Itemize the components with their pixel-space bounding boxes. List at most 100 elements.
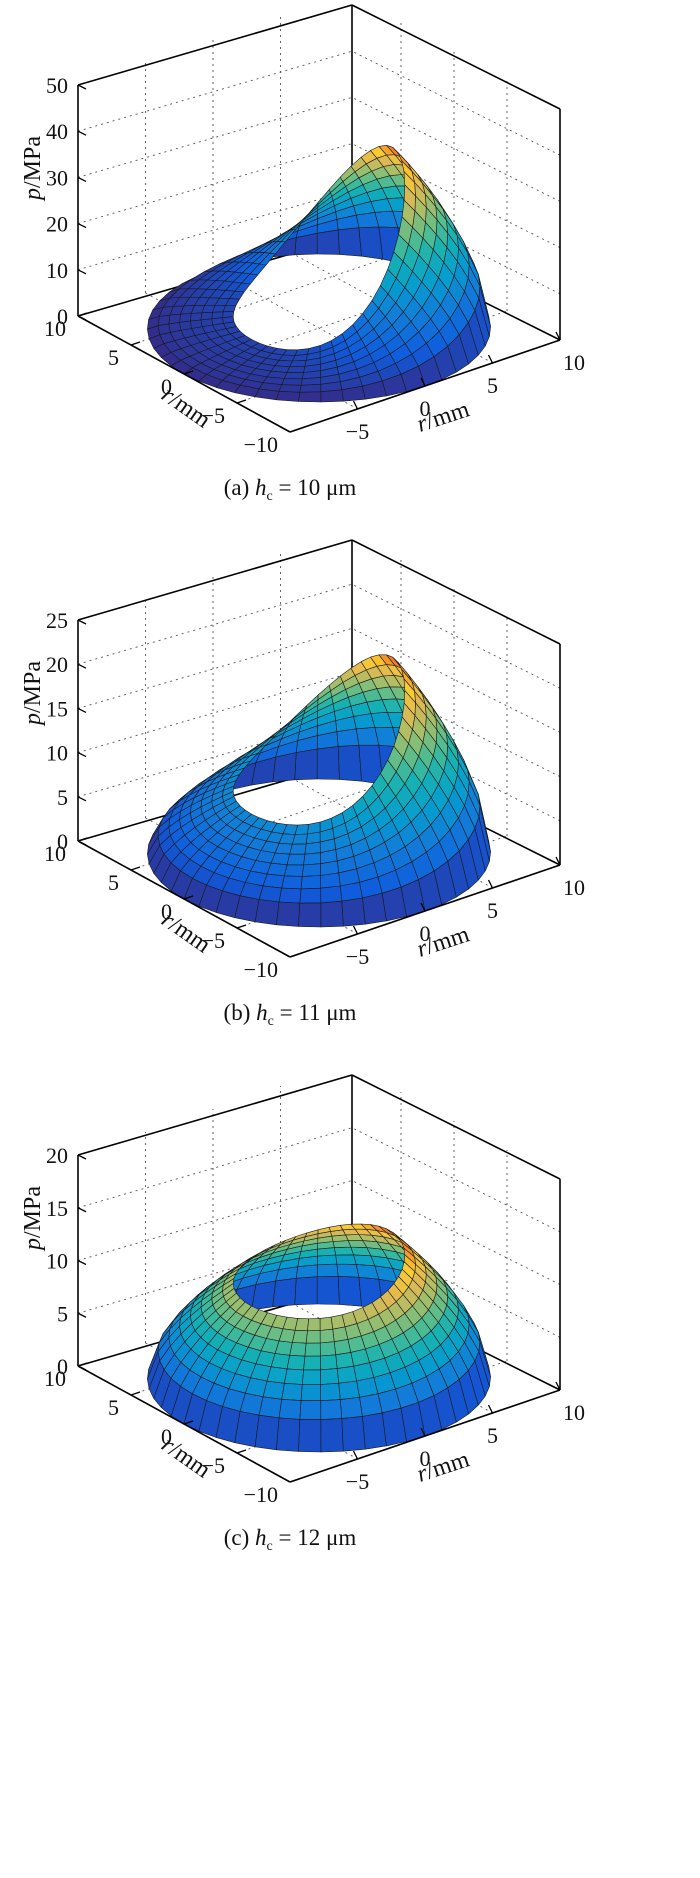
y-tick-label: 10	[44, 841, 66, 866]
x-tick	[487, 879, 494, 889]
surface-face	[286, 1355, 306, 1371]
z-tick	[77, 223, 87, 229]
surface-face	[222, 305, 237, 313]
surface-face	[307, 1318, 321, 1332]
y-tick	[236, 399, 247, 404]
z-gridline	[77, 583, 561, 689]
z-tick-label: 0	[57, 304, 68, 329]
x-tick	[352, 925, 359, 935]
surface-face	[362, 1412, 387, 1450]
surface-face	[300, 377, 322, 386]
x-tick-label: 5	[487, 1423, 498, 1448]
z-axis-label: p/MPa	[20, 136, 46, 202]
surface-face	[333, 1339, 352, 1356]
top-edge-left	[77, 539, 353, 621]
y-tick-label: −5	[202, 928, 225, 953]
surface-face	[320, 885, 343, 904]
math-rest: /MPa	[20, 661, 46, 713]
math-variable: h	[255, 1525, 267, 1550]
y-tick-label: 0	[161, 899, 172, 924]
surface-face	[305, 1330, 321, 1344]
y-tick	[289, 1478, 300, 1483]
z-axis-label: p/MPa	[20, 661, 46, 727]
math-subscript: c	[268, 1014, 274, 1029]
z-tick	[77, 796, 87, 802]
surface-face	[337, 1276, 362, 1307]
surface-face	[262, 1380, 285, 1400]
z-tick-label: 30	[46, 165, 68, 190]
y-tick-label: 5	[108, 870, 119, 895]
surface-face	[334, 1246, 354, 1256]
surface-face	[286, 853, 306, 866]
y-tick-label: 5	[108, 1395, 119, 1420]
surface-face	[300, 1384, 322, 1401]
y-tick-label: 10	[44, 1366, 66, 1391]
x-tick	[420, 377, 426, 387]
z-tick-label: 20	[46, 652, 68, 677]
surface-face	[299, 383, 322, 393]
y-tick-label: −5	[202, 403, 225, 428]
y-tick	[77, 837, 88, 842]
y-tick	[289, 953, 300, 958]
math-variable: p	[20, 1238, 46, 1252]
surface-face	[254, 1414, 280, 1451]
top-edge-left	[77, 4, 353, 86]
surface-face	[284, 1368, 304, 1385]
z-tick	[77, 84, 87, 90]
z-gridline	[77, 96, 561, 202]
math-rest: = 10 μm	[273, 475, 357, 500]
x-tick	[420, 902, 426, 912]
surface-face	[362, 892, 387, 925]
x-tick	[487, 354, 494, 364]
y-tick	[130, 1391, 141, 1396]
x-tick	[352, 400, 359, 410]
z-tick-label: 0	[57, 1354, 68, 1379]
surface-face	[278, 887, 302, 904]
surface-face	[316, 1263, 339, 1277]
surface-face	[299, 1400, 322, 1420]
x-tick	[487, 1404, 494, 1414]
surface-face	[320, 1399, 343, 1420]
z-tick-label: 20	[46, 1143, 68, 1168]
floor-gridline	[212, 269, 426, 387]
math-variable: h	[255, 475, 267, 500]
surface-face	[301, 863, 321, 877]
y-tick	[183, 1420, 194, 1425]
y-tick-label: −10	[244, 957, 278, 982]
z-tick	[77, 130, 87, 136]
surface-face	[319, 1328, 335, 1344]
caption-prefix: (b)	[224, 1000, 257, 1025]
panel-caption: (a) hc = 10 μm	[224, 475, 357, 504]
y-tick	[77, 312, 88, 317]
surface-face	[289, 843, 307, 855]
surface-face	[303, 1355, 321, 1371]
z-tick-label: 15	[46, 1196, 68, 1221]
surface-face	[284, 372, 304, 380]
x-tick-label: 10	[563, 350, 585, 375]
surface-face	[300, 875, 322, 890]
y-tick-label: 0	[161, 374, 172, 399]
x-tick-label: 5	[487, 898, 498, 923]
surface-face	[276, 901, 301, 927]
z-tick	[77, 840, 87, 846]
surface-face	[304, 1342, 321, 1357]
surface-face	[292, 1330, 308, 1344]
y-tick-label: −10	[244, 1482, 278, 1507]
z-tick-label: 15	[46, 696, 68, 721]
math-subscript: c	[267, 1539, 273, 1554]
surface-face	[332, 1240, 352, 1248]
z-tick	[77, 752, 87, 758]
surface-face	[320, 1368, 340, 1385]
surface-face	[320, 1418, 344, 1453]
pressure-surface	[147, 654, 491, 928]
surface-face	[286, 365, 306, 373]
x-tick	[555, 1381, 561, 1391]
z-gridline	[77, 539, 561, 645]
surface-face	[337, 227, 362, 257]
z-tick	[77, 707, 87, 713]
surface-face	[289, 359, 307, 368]
z-tick-label: 10	[46, 741, 68, 766]
